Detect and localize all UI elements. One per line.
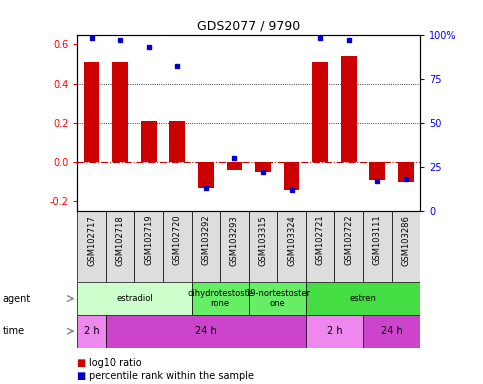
Bar bbox=[398, 162, 414, 182]
Text: ■: ■ bbox=[77, 358, 90, 368]
Bar bbox=[170, 121, 185, 162]
Bar bbox=[284, 162, 299, 190]
Text: GSM103324: GSM103324 bbox=[287, 215, 296, 265]
Text: 19-nortestoster
one: 19-nortestoster one bbox=[245, 289, 310, 308]
Text: GSM102719: GSM102719 bbox=[144, 215, 153, 265]
Text: estren: estren bbox=[350, 294, 376, 303]
Bar bbox=[277, 211, 306, 282]
Text: estradiol: estradiol bbox=[116, 294, 153, 303]
Text: log10 ratio: log10 ratio bbox=[89, 358, 142, 368]
Text: 2 h: 2 h bbox=[84, 326, 99, 336]
Text: time: time bbox=[2, 326, 25, 336]
Bar bbox=[77, 282, 192, 315]
Bar bbox=[306, 211, 334, 282]
Text: 24 h: 24 h bbox=[381, 326, 402, 336]
Text: dihydrotestoste
rone: dihydrotestoste rone bbox=[187, 289, 253, 308]
Bar bbox=[306, 282, 420, 315]
Bar bbox=[363, 211, 392, 282]
Bar bbox=[192, 282, 249, 315]
Text: GSM103293: GSM103293 bbox=[230, 215, 239, 265]
Bar bbox=[84, 62, 99, 162]
Bar bbox=[112, 62, 128, 162]
Bar bbox=[106, 315, 306, 348]
Bar bbox=[369, 162, 385, 180]
Bar bbox=[192, 211, 220, 282]
Text: percentile rank within the sample: percentile rank within the sample bbox=[89, 371, 255, 381]
Bar bbox=[77, 315, 106, 348]
Bar bbox=[255, 162, 271, 172]
Text: 24 h: 24 h bbox=[195, 326, 217, 336]
Bar bbox=[313, 62, 328, 162]
Text: GSM102717: GSM102717 bbox=[87, 215, 96, 265]
Bar bbox=[163, 211, 192, 282]
Text: GSM102720: GSM102720 bbox=[173, 215, 182, 265]
Text: GSM102722: GSM102722 bbox=[344, 215, 353, 265]
Bar bbox=[392, 211, 420, 282]
Title: GDS2077 / 9790: GDS2077 / 9790 bbox=[197, 19, 300, 32]
Text: agent: agent bbox=[2, 293, 30, 304]
Bar bbox=[141, 121, 156, 162]
Bar bbox=[341, 56, 356, 162]
Text: GSM102721: GSM102721 bbox=[316, 215, 325, 265]
Text: GSM103292: GSM103292 bbox=[201, 215, 211, 265]
Bar bbox=[249, 282, 306, 315]
Bar bbox=[106, 211, 134, 282]
Text: GSM102718: GSM102718 bbox=[115, 215, 125, 265]
Bar bbox=[306, 315, 363, 348]
Bar bbox=[227, 162, 242, 170]
Bar bbox=[363, 315, 420, 348]
Bar bbox=[334, 211, 363, 282]
Bar bbox=[134, 211, 163, 282]
Bar bbox=[198, 162, 214, 188]
Bar bbox=[220, 211, 249, 282]
Text: GSM103315: GSM103315 bbox=[258, 215, 268, 265]
Text: GSM103286: GSM103286 bbox=[401, 215, 411, 266]
Text: ■: ■ bbox=[77, 371, 90, 381]
Bar bbox=[249, 211, 277, 282]
Text: GSM103111: GSM103111 bbox=[373, 215, 382, 265]
Bar bbox=[77, 211, 106, 282]
Text: 2 h: 2 h bbox=[327, 326, 342, 336]
